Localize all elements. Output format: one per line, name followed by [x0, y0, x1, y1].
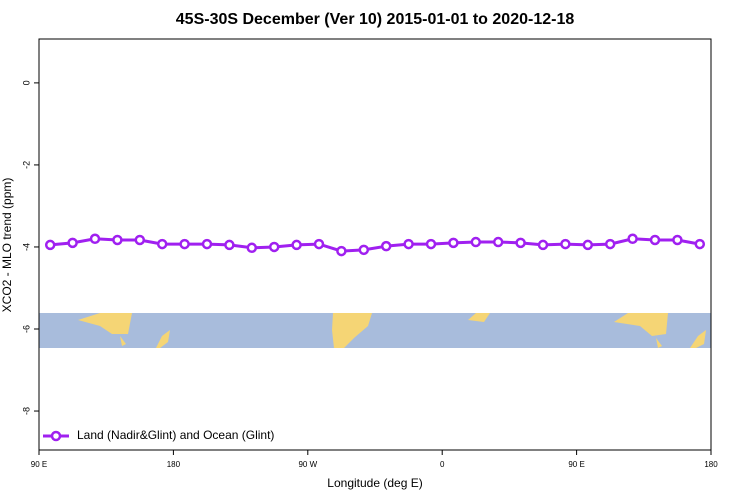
map-strip: [39, 313, 711, 348]
data-point: [470, 236, 482, 248]
legend-label: Land (Nadir&Glint) and Ocean (Glint): [77, 428, 274, 442]
data-point: [246, 242, 258, 254]
data-point: [627, 233, 638, 245]
y-axis-label: XCO2 - MLO trend (ppm): [0, 178, 14, 313]
data-point: [179, 238, 190, 250]
data-point: [560, 238, 571, 250]
data-point: [358, 244, 370, 256]
x-axis-label: Longitude (deg E): [327, 476, 422, 490]
data-point: [425, 238, 437, 250]
data-point: [694, 238, 706, 250]
series-line: [50, 237, 701, 253]
chart-title: 45S-30S December (Ver 10) 2015-01-01 to …: [176, 11, 575, 28]
data-point: [515, 237, 526, 249]
data-point: [134, 234, 146, 246]
data-point: [291, 239, 302, 251]
data-point: [582, 239, 594, 251]
data-point: [44, 239, 56, 251]
data-point: [672, 234, 683, 246]
data-point: [403, 238, 414, 250]
y-tick-label: 0: [21, 80, 31, 85]
data-point: [224, 239, 235, 251]
data-point: [649, 234, 661, 246]
data-point: [336, 245, 347, 257]
legend-marker: [50, 430, 62, 442]
data-point: [156, 238, 168, 250]
data-point: [268, 241, 280, 253]
data-point: [112, 234, 123, 246]
x-tick-label: 180: [167, 460, 181, 469]
data-point: [201, 238, 213, 250]
data-point: [448, 237, 459, 249]
data-point: [604, 238, 616, 250]
x-tick-label: 90 W: [298, 460, 317, 469]
data-point: [492, 236, 504, 248]
data-point: [537, 239, 549, 251]
x-tick-label: 180: [704, 460, 718, 469]
x-tick-label: 90 E: [568, 460, 584, 469]
y-tick-label: -8: [21, 407, 31, 415]
x-tick-label: 90 E: [31, 460, 47, 469]
data-point: [67, 237, 78, 249]
data-point: [380, 240, 392, 252]
x-tick-label: 0: [440, 460, 445, 469]
y-tick-label: -6: [21, 325, 31, 333]
y-tick-label: -4: [21, 243, 31, 251]
y-tick-label: -2: [21, 161, 31, 169]
data-point: [313, 238, 325, 250]
plot-frame: [38, 38, 712, 451]
data-point: [89, 233, 101, 245]
